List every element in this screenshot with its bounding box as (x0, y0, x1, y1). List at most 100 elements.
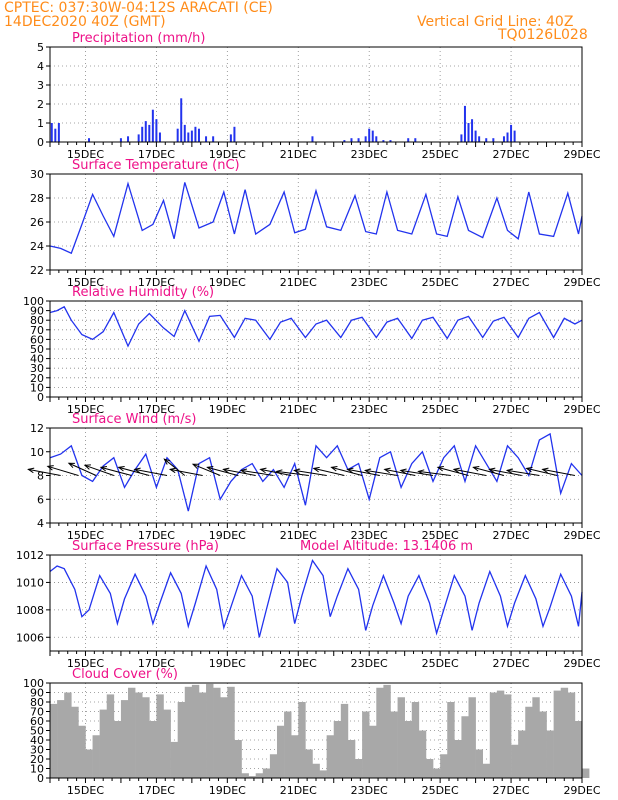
x-tick-label: 29DEC (563, 657, 600, 670)
cloud-bar (99, 709, 108, 778)
x-tick-label: 25DEC (422, 148, 459, 161)
wind-arrow (164, 458, 186, 476)
cloud-bar (560, 687, 569, 778)
x-tick-label: 17DEC (138, 657, 175, 670)
cloud-bar (78, 725, 86, 778)
precip-bar (463, 105, 466, 142)
cloud-bar (135, 692, 143, 778)
wind-arrow-head (472, 466, 480, 472)
wind-arrow-head (452, 467, 460, 474)
cloud-bar (319, 770, 327, 778)
cloud-bar (567, 692, 576, 778)
precip-bar (127, 136, 130, 142)
x-tick-label: 29DEC (563, 403, 600, 416)
y-tick-label: 0 (37, 391, 44, 404)
wind-arrow (526, 467, 558, 476)
cloud-bar (539, 711, 547, 778)
cloud-bar (85, 749, 93, 778)
wind-arrow (365, 469, 398, 476)
cloud-bar (57, 700, 65, 778)
x-tick-label: 27DEC (493, 403, 530, 416)
x-tick-label: 23DEC (351, 403, 388, 416)
precip-bar (513, 130, 516, 142)
x-tick-label: 21DEC (280, 657, 317, 670)
precip-bar (151, 109, 154, 142)
x-tick-label: 17DEC (138, 276, 175, 289)
cloud-bar (191, 684, 200, 778)
wind-arrow-head (67, 462, 75, 468)
y-tick-label: 3 (37, 79, 44, 92)
precip-bar (57, 123, 60, 142)
wind-arrow (331, 466, 363, 476)
wind-arrow-head (83, 464, 91, 470)
wind-arrow (170, 468, 203, 476)
series-line (49, 432, 583, 512)
wind-arrow (134, 468, 168, 476)
y-tick-label: 10 (30, 381, 44, 394)
cloud-bar (326, 735, 335, 778)
y-tick-label: 100 (23, 677, 44, 690)
cloud-bar (92, 735, 100, 778)
wind-arrow (347, 468, 380, 476)
y-tick-label: 1008 (16, 604, 44, 617)
x-tick-label: 17DEC (138, 529, 175, 542)
wind-arrow (384, 468, 416, 476)
wind-arrow (192, 463, 221, 476)
panel-1: 22 24 26 28 30 15DEC 17DEC 19DEC 21DEC 23DEC 25DEC… (30, 158, 601, 289)
cloud-bar (376, 687, 384, 778)
cloud-bar (276, 725, 285, 778)
y-tick-label: 22 (30, 264, 44, 277)
precip-bar (50, 123, 53, 142)
cloud-bar (298, 702, 306, 778)
cloud-bar (355, 759, 363, 778)
x-tick-label: 23DEC (351, 276, 388, 289)
precip-bar (155, 119, 158, 142)
series-line (49, 305, 583, 348)
x-tick-label: 25DEC (422, 784, 459, 797)
y-tick-label: 30 (30, 168, 44, 181)
header-model-code: TQ0126L028 (498, 27, 588, 43)
y-tick-label: 30 (30, 744, 44, 757)
cloud-bar (113, 721, 122, 778)
x-tick-label: 25DEC (422, 403, 459, 416)
panel-title: Surface Pressure (hPa) (72, 539, 219, 554)
precip-bar (502, 136, 505, 142)
y-tick-label: 5 (37, 41, 44, 54)
wind-arrow-head (206, 466, 214, 472)
wind-arrow (47, 465, 79, 476)
cloud-bar (404, 721, 413, 778)
cloud-bar (248, 776, 257, 778)
x-tick-label: 17DEC (138, 148, 175, 161)
x-tick-label: 17DEC (138, 784, 175, 797)
panel-title: Precipitation (mm/h) (72, 31, 205, 46)
y-tick-label: 60 (30, 333, 44, 346)
precip-bar (137, 134, 140, 142)
x-tick-label: 15DEC (67, 529, 104, 542)
cloud-bar (532, 697, 540, 778)
cloud-bar (213, 687, 221, 778)
precip-bar (474, 130, 477, 142)
precip-bar (382, 140, 385, 142)
precip-bar (414, 138, 417, 142)
wind-arrow-head (417, 469, 425, 475)
series-line (49, 559, 583, 638)
precip-bar (510, 124, 513, 142)
wind-arrow-head (399, 468, 407, 474)
precip-bar (350, 138, 353, 142)
precip-bar (375, 136, 378, 142)
wind-arrow-head (99, 466, 107, 472)
precip-bar (88, 138, 91, 142)
wind-arrow-head (239, 468, 248, 474)
cloud-bar (553, 690, 562, 778)
cloud-bar (347, 740, 356, 778)
precip-bar (141, 126, 144, 142)
x-tick-label: 19DEC (209, 657, 246, 670)
x-tick-label: 19DEC (209, 148, 246, 161)
panel-3: 4 6 8 10 12 15DEC 17DEC 19DEC 21DEC 23DEC 25DEC 27D… (27, 412, 601, 542)
cloud-bar (50, 703, 58, 778)
cloud-bar (291, 735, 299, 778)
cloud-bar (518, 730, 526, 778)
y-tick-label: 4 (37, 60, 44, 73)
cloud-bar (447, 702, 455, 778)
